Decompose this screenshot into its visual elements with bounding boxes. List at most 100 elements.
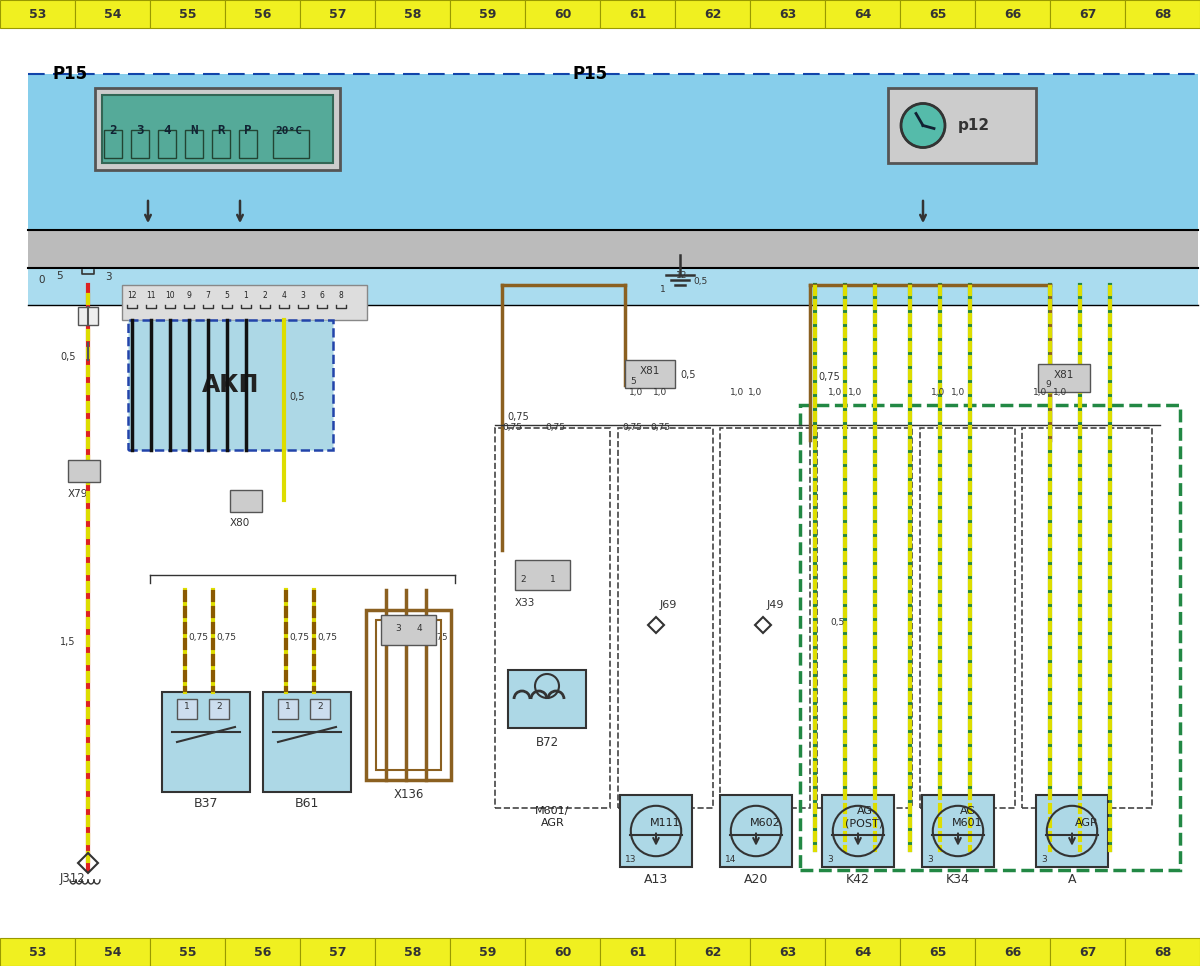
Bar [826, 0, 900, 28]
Text: 1,0: 1,0 [748, 388, 762, 397]
Text: 1: 1 [284, 702, 290, 711]
Text: 66: 66 [1004, 8, 1021, 20]
Bar [1036, 795, 1108, 867]
Text: 66: 66 [1004, 946, 1021, 958]
Text: B37: B37 [193, 797, 218, 810]
Text: 65: 65 [929, 8, 946, 20]
Text: 1,0: 1,0 [730, 388, 744, 397]
Text: 68: 68 [1154, 8, 1171, 20]
Text: 65: 65 [929, 946, 946, 958]
Bar [376, 938, 450, 966]
Bar [676, 0, 750, 28]
Bar [920, 428, 1015, 808]
Bar [620, 795, 692, 867]
Text: 1: 1 [184, 702, 190, 711]
Text: АКП: АКП [202, 373, 259, 397]
Text: 0,75: 0,75 [818, 372, 840, 382]
Text: 14: 14 [725, 855, 737, 864]
Text: 57: 57 [329, 8, 347, 20]
Text: 63: 63 [779, 8, 796, 20]
Text: 8: 8 [338, 291, 343, 299]
Bar [76, 938, 150, 966]
Text: 61: 61 [629, 8, 646, 20]
Bar [102, 95, 334, 163]
Bar [76, 0, 150, 28]
Bar [150, 0, 226, 28]
Text: 20°C: 20°C [276, 126, 302, 136]
Bar [28, 230, 1198, 268]
Bar [68, 460, 100, 482]
Text: 2: 2 [317, 702, 323, 711]
Bar [515, 560, 570, 590]
Text: N: N [191, 125, 198, 137]
Bar [618, 428, 713, 808]
Text: 0,75: 0,75 [545, 423, 565, 432]
Text: 0,5: 0,5 [60, 352, 76, 362]
Bar [0, 0, 76, 28]
Text: 2: 2 [70, 465, 76, 474]
Bar [508, 670, 586, 728]
Text: X33: X33 [515, 598, 535, 608]
Text: 1,0: 1,0 [1033, 388, 1048, 397]
Text: 62: 62 [704, 8, 721, 20]
Bar [209, 699, 229, 719]
Text: 1,0: 1,0 [629, 388, 643, 397]
Text: J312: J312 [60, 872, 85, 885]
Text: 61: 61 [629, 946, 646, 958]
Bar [226, 0, 300, 28]
Text: 4: 4 [282, 291, 287, 299]
Bar [800, 405, 1180, 870]
Bar [300, 938, 376, 966]
Text: 55: 55 [179, 946, 197, 958]
Bar [131, 130, 149, 158]
Text: 0,75: 0,75 [650, 423, 670, 432]
Bar [366, 610, 451, 780]
Text: A20: A20 [744, 873, 768, 886]
Bar [300, 0, 376, 28]
Text: 14: 14 [238, 498, 248, 507]
Text: 5: 5 [630, 377, 636, 386]
Text: 0,75: 0,75 [622, 423, 642, 432]
Text: p12: p12 [958, 118, 990, 133]
Text: 0,75: 0,75 [317, 633, 337, 642]
Text: 5: 5 [224, 291, 229, 299]
Text: 1,0: 1,0 [950, 388, 965, 397]
Text: 6: 6 [319, 291, 324, 299]
Text: P15: P15 [52, 65, 88, 83]
Text: 57: 57 [329, 946, 347, 958]
Text: 64: 64 [854, 946, 871, 958]
Text: A13: A13 [644, 873, 668, 886]
Bar [185, 130, 203, 158]
Bar [376, 620, 442, 770]
Text: 2: 2 [263, 291, 268, 299]
Text: 3: 3 [928, 855, 932, 864]
Text: 1: 1 [244, 291, 248, 299]
Bar [311, 699, 330, 719]
Text: 64: 64 [854, 8, 871, 20]
Text: 59: 59 [479, 8, 496, 20]
Text: R: R [217, 125, 224, 137]
Text: 1,0: 1,0 [828, 388, 842, 397]
Text: 53: 53 [29, 946, 46, 958]
Text: 62: 62 [704, 946, 721, 958]
Text: M602: M602 [750, 818, 780, 828]
Text: 3: 3 [106, 272, 112, 282]
Bar [526, 938, 600, 966]
Text: 0,75: 0,75 [188, 633, 208, 642]
Text: P15: P15 [572, 65, 607, 83]
Bar [104, 130, 122, 158]
Text: 60: 60 [554, 946, 571, 958]
Text: 67: 67 [1079, 8, 1096, 20]
Text: B72: B72 [535, 736, 558, 749]
Bar [263, 692, 352, 792]
Text: 4: 4 [418, 624, 422, 633]
Bar [78, 307, 98, 325]
Bar [1022, 428, 1152, 808]
Bar [274, 130, 310, 158]
Text: 58: 58 [404, 8, 421, 20]
Text: 0,5: 0,5 [289, 392, 305, 402]
Text: 3: 3 [137, 125, 144, 137]
Text: 0,75: 0,75 [502, 423, 522, 432]
Text: 0,5: 0,5 [830, 618, 844, 627]
Bar [1050, 0, 1126, 28]
